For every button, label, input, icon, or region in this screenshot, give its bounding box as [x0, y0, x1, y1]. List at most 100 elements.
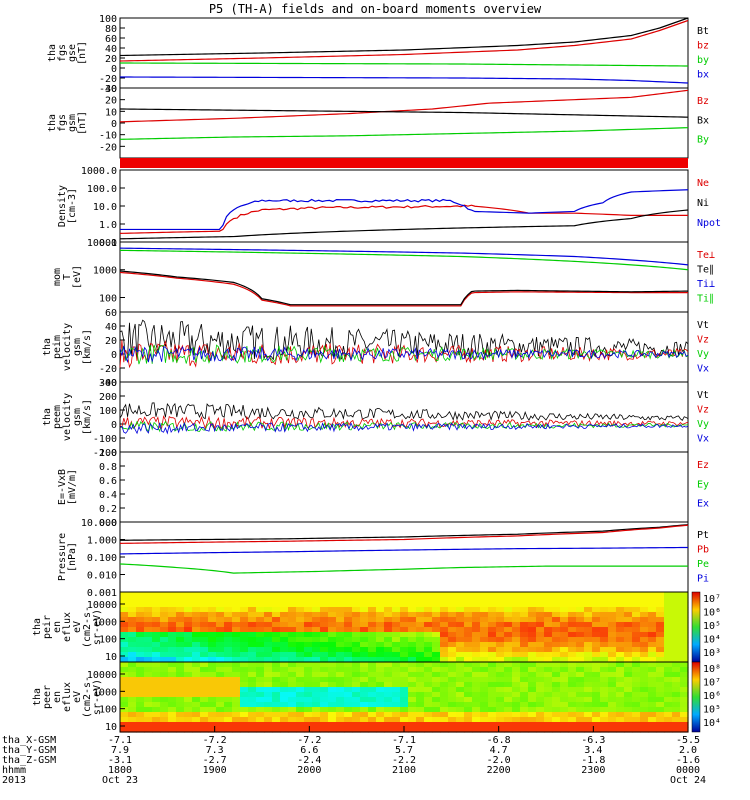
spectrogram-cell	[544, 607, 553, 613]
spectrogram-cell	[152, 707, 161, 713]
spectrogram-cell	[272, 607, 281, 613]
x-tick-label: -1.6	[676, 755, 700, 766]
spectrogram-cell	[672, 727, 681, 733]
x-tick-label: 6.6	[300, 745, 318, 756]
spectrogram-cell	[608, 687, 617, 693]
spectrogram-cell	[304, 707, 313, 713]
spectrogram-cell	[216, 682, 225, 688]
spectrogram-cell	[328, 642, 337, 648]
x-axis-row-label: tha_X-GSM	[2, 735, 56, 746]
spectrogram-cell	[640, 657, 649, 663]
spectrogram-cell	[416, 652, 425, 658]
spectrogram-cell	[400, 647, 409, 653]
spectrogram-cell	[168, 662, 177, 668]
spectrogram-cell	[520, 617, 529, 623]
spectrogram-cell	[560, 612, 569, 618]
legend-Ne: Ne	[697, 178, 709, 189]
spectrogram-cell	[168, 602, 177, 608]
spectrogram-cell	[328, 722, 337, 728]
y-axis-label: tha	[42, 338, 53, 356]
spectrogram-cell	[120, 672, 129, 678]
spectrogram-cell	[632, 597, 641, 603]
spectrogram-cell	[528, 617, 537, 623]
spectrogram-cell	[200, 682, 209, 688]
spectrogram-cell	[200, 632, 209, 638]
spectrogram-cell	[408, 657, 417, 663]
spectrogram-cell	[592, 662, 601, 668]
spectrogram-cell	[408, 632, 417, 638]
spectrogram-cell	[448, 682, 457, 688]
spectrogram-cell	[592, 687, 601, 693]
spectrogram-cell	[128, 627, 137, 633]
spectrogram-cell	[504, 687, 513, 693]
spectrogram-cell	[368, 617, 377, 623]
spectrogram-cell	[120, 662, 129, 668]
spectrogram-cell	[328, 697, 337, 703]
spectrogram-cell	[304, 717, 313, 723]
spectrogram-cell	[528, 692, 537, 698]
spectrogram-cell	[424, 697, 433, 703]
y-tick-label: 40	[105, 44, 117, 55]
spectrogram-cell	[360, 727, 369, 733]
spectrogram-cell	[616, 677, 625, 683]
spectrogram-cell	[344, 692, 353, 698]
spectrogram-cell	[384, 667, 393, 673]
spectrogram-cell	[160, 717, 169, 723]
spectrogram-cell	[464, 657, 473, 663]
spectrogram-cell	[192, 707, 201, 713]
spectrogram-cell	[136, 612, 145, 618]
spectrogram-cell	[248, 592, 257, 598]
spectrogram-cell	[504, 617, 513, 623]
spectrogram-cell	[272, 677, 281, 683]
spectrogram-cell	[496, 632, 505, 638]
spectrogram-cell	[208, 627, 217, 633]
spectrogram-cell	[448, 602, 457, 608]
spectrogram-cell	[568, 712, 577, 718]
spectrogram-cell	[672, 647, 681, 653]
y-tick-label: 0.8	[99, 462, 117, 473]
y-tick-label: 10000	[87, 670, 117, 681]
spectrogram-cell	[400, 642, 409, 648]
spectrogram-cell	[256, 707, 265, 713]
spectrogram-cell	[456, 652, 465, 658]
spectrogram-cell	[208, 622, 217, 628]
spectrogram-cell	[528, 652, 537, 658]
spectrogram-cell	[600, 647, 609, 653]
spectrogram-cell	[192, 687, 201, 693]
spectrogram-cell	[288, 617, 297, 623]
x-tick-label: 5.7	[395, 745, 413, 756]
spectrogram-cell	[496, 677, 505, 683]
spectrogram-cell	[408, 707, 417, 713]
spectrogram-cell	[544, 647, 553, 653]
spectrogram-cell	[224, 682, 233, 688]
spectrogram-cell	[480, 662, 489, 668]
spectrogram-cell	[384, 687, 393, 693]
spectrogram-cell	[656, 657, 665, 663]
spectrogram-cell	[136, 667, 145, 673]
spectrogram-cell	[160, 657, 169, 663]
spectrogram-cell	[520, 642, 529, 648]
legend-Vx: Vx	[697, 364, 709, 375]
spectrogram-cell	[576, 612, 585, 618]
spectrogram-cell	[448, 607, 457, 613]
spectrogram-cell	[376, 622, 385, 628]
spectrogram-cell	[224, 687, 233, 693]
spectrogram-cell	[592, 592, 601, 598]
spectrogram-cell	[160, 607, 169, 613]
spectrogram-cell	[272, 667, 281, 673]
spectrogram-cell	[512, 687, 521, 693]
spectrogram-cell	[312, 662, 321, 668]
spectrogram-cell	[632, 717, 641, 723]
spectrogram-cell	[288, 627, 297, 633]
spectrogram-cell	[272, 657, 281, 663]
x-tick-label: 1800	[108, 765, 132, 776]
spectrogram-cell	[248, 707, 257, 713]
spectrogram-cell	[384, 672, 393, 678]
series-by-line	[119, 62, 689, 67]
spectrogram-cell	[648, 592, 657, 598]
spectrogram-cell	[496, 627, 505, 633]
spectrogram-cell	[648, 642, 657, 648]
spectrogram-cell	[128, 717, 137, 723]
series-Bx-line	[119, 108, 689, 118]
spectrogram-cell	[136, 697, 145, 703]
